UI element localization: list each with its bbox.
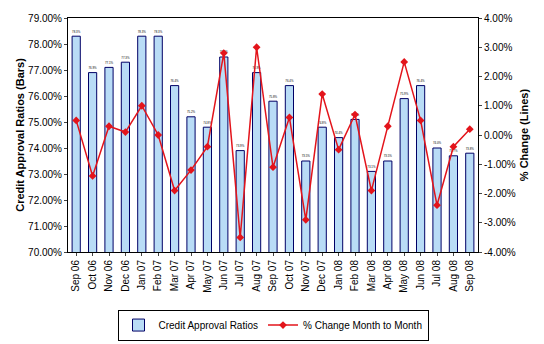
svg-text:May 08: May 08 <box>398 260 409 293</box>
svg-text:75.1%: 75.1% <box>351 113 360 117</box>
svg-text:74.00%: 74.00% <box>28 143 62 154</box>
svg-text:73.1%: 73.1% <box>367 165 376 169</box>
svg-text:1.00%: 1.00% <box>484 100 512 111</box>
svg-text:Sep 06: Sep 06 <box>70 260 81 292</box>
svg-text:Jun 08: Jun 08 <box>415 260 426 290</box>
svg-text:Mar 08: Mar 08 <box>366 260 377 292</box>
svg-text:75.2%: 75.2% <box>187 110 196 114</box>
svg-text:73.5%: 73.5% <box>302 154 311 158</box>
svg-text:May 07: May 07 <box>202 260 213 293</box>
svg-text:0.00%: 0.00% <box>484 130 512 141</box>
svg-text:76.4%: 76.4% <box>417 79 426 83</box>
svg-text:-3.00%: -3.00% <box>484 217 516 228</box>
svg-text:2.00%: 2.00% <box>484 71 512 82</box>
svg-text:79.00%: 79.00% <box>28 13 62 24</box>
svg-text:Feb 07: Feb 07 <box>152 260 163 292</box>
svg-text:% Change (Lines): % Change (Lines) <box>518 89 530 182</box>
svg-text:Jul 07: Jul 07 <box>234 260 245 287</box>
svg-text:77.3%: 77.3% <box>121 56 130 60</box>
svg-text:Oct 06: Oct 06 <box>87 260 98 290</box>
svg-text:Oct 07: Oct 07 <box>284 260 295 290</box>
svg-text:73.9%: 73.9% <box>236 144 245 148</box>
svg-text:Aug 08: Aug 08 <box>448 260 459 292</box>
svg-text:78.00%: 78.00% <box>28 39 62 50</box>
svg-text:78.3%: 78.3% <box>138 30 147 34</box>
svg-text:Dec 06: Dec 06 <box>120 260 131 292</box>
svg-text:70.00%: 70.00% <box>28 247 62 258</box>
svg-text:4.00%: 4.00% <box>484 13 512 24</box>
svg-text:Credit Approval Ratios (Bars): Credit Approval Ratios (Bars) <box>14 58 26 212</box>
svg-text:74.8%: 74.8% <box>203 121 212 125</box>
svg-text:-1.00%: -1.00% <box>484 159 516 170</box>
svg-text:Feb 08: Feb 08 <box>349 260 360 292</box>
svg-text:75.9%: 75.9% <box>400 92 409 96</box>
svg-text:72.00%: 72.00% <box>28 195 62 206</box>
svg-text:75.00%: 75.00% <box>28 117 62 128</box>
svg-text:78.3%: 78.3% <box>72 30 81 34</box>
svg-text:77.00%: 77.00% <box>28 65 62 76</box>
svg-text:73.8%: 73.8% <box>466 147 475 151</box>
svg-text:Credit Approval Ratios: Credit Approval Ratios <box>159 320 259 331</box>
svg-text:Apr 08: Apr 08 <box>382 260 393 290</box>
svg-text:Jan 07: Jan 07 <box>136 260 147 290</box>
svg-text:73.5%: 73.5% <box>384 154 393 158</box>
svg-text:77.5%: 77.5% <box>220 50 229 54</box>
svg-text:Aug 07: Aug 07 <box>251 260 262 292</box>
svg-text:78.3%: 78.3% <box>154 30 163 34</box>
svg-text:Jan 08: Jan 08 <box>333 260 344 290</box>
svg-text:Jul 08: Jul 08 <box>431 260 442 287</box>
svg-text:76.4%: 76.4% <box>285 79 294 83</box>
svg-text:76.9%: 76.9% <box>89 66 98 70</box>
svg-text:Jun 07: Jun 07 <box>218 260 229 290</box>
svg-text:-4.00%: -4.00% <box>484 247 516 258</box>
svg-text:Apr 07: Apr 07 <box>185 260 196 290</box>
svg-text:76.4%: 76.4% <box>171 79 180 83</box>
svg-text:% Change Month to Month: % Change Month to Month <box>303 320 422 331</box>
svg-text:Nov 07: Nov 07 <box>300 260 311 292</box>
svg-text:73.7%: 73.7% <box>449 149 458 153</box>
svg-text:77.1%: 77.1% <box>105 61 114 65</box>
svg-text:75.8%: 75.8% <box>269 95 278 99</box>
svg-text:Mar 07: Mar 07 <box>169 260 180 292</box>
svg-text:74.4%: 74.4% <box>335 131 344 135</box>
svg-text:-2.00%: -2.00% <box>484 188 516 199</box>
svg-text:71.00%: 71.00% <box>28 221 62 232</box>
svg-text:73.00%: 73.00% <box>28 169 62 180</box>
svg-text:Dec 07: Dec 07 <box>316 260 327 292</box>
svg-text:3.00%: 3.00% <box>484 42 512 53</box>
svg-text:76.00%: 76.00% <box>28 91 62 102</box>
svg-text:74.8%: 74.8% <box>318 121 327 125</box>
svg-text:Nov 06: Nov 06 <box>103 260 114 292</box>
svg-text:Sep 08: Sep 08 <box>464 260 475 292</box>
svg-text:76.9%: 76.9% <box>253 66 262 70</box>
svg-text:74.0%: 74.0% <box>433 141 442 145</box>
svg-text:Sep 07: Sep 07 <box>267 260 278 292</box>
